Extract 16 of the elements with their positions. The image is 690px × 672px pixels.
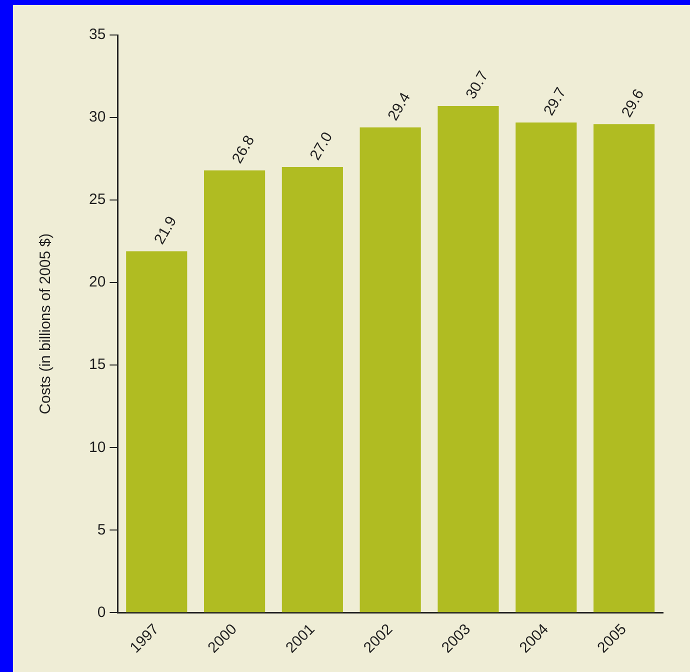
bar [438,106,499,612]
bar [204,170,266,612]
y-tick-label: 10 [88,438,106,456]
bar [516,122,577,612]
bar [594,124,655,612]
y-tick-label: 30 [88,108,106,126]
y-tick-label: 15 [88,356,106,374]
y-axis-title: Costs (in billions of 2005 $) [37,233,54,414]
y-tick-label: 35 [88,26,106,44]
y-tick-label: 5 [97,521,106,538]
bar [282,167,343,612]
y-tick-label: 20 [88,274,106,291]
bar [126,251,188,612]
bar [360,127,421,612]
y-tick-label: 0 [97,604,106,621]
y-tick-label: 25 [88,191,106,208]
